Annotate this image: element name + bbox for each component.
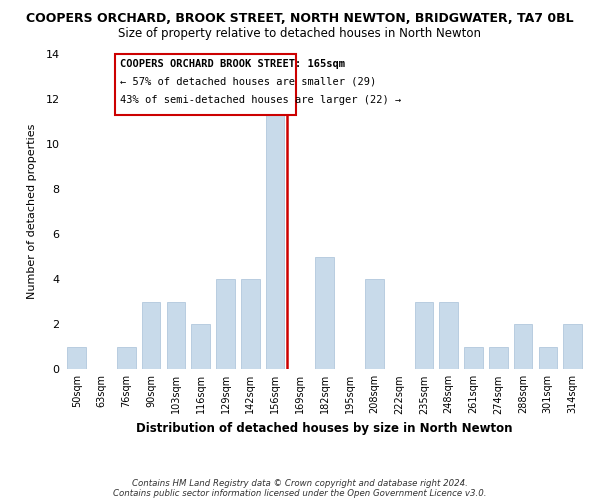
X-axis label: Distribution of detached houses by size in North Newton: Distribution of detached houses by size … xyxy=(136,422,513,435)
Bar xyxy=(167,302,185,370)
Bar xyxy=(266,99,284,369)
Bar xyxy=(563,324,582,370)
Text: 43% of semi-detached houses are larger (22) →: 43% of semi-detached houses are larger (… xyxy=(119,94,401,104)
Y-axis label: Number of detached properties: Number of detached properties xyxy=(27,124,37,300)
Bar xyxy=(316,256,334,370)
Bar xyxy=(216,279,235,370)
Bar xyxy=(142,302,160,370)
Text: ← 57% of detached houses are smaller (29): ← 57% of detached houses are smaller (29… xyxy=(119,76,376,86)
Bar xyxy=(415,302,433,370)
Bar xyxy=(464,347,483,370)
Text: COOPERS ORCHARD BROOK STREET: 165sqm: COOPERS ORCHARD BROOK STREET: 165sqm xyxy=(119,59,344,69)
Bar xyxy=(439,302,458,370)
Bar xyxy=(241,279,260,370)
Bar xyxy=(191,324,210,370)
Bar xyxy=(365,279,383,370)
Text: Size of property relative to detached houses in North Newton: Size of property relative to detached ho… xyxy=(119,28,482,40)
Bar xyxy=(539,347,557,370)
Text: Contains HM Land Registry data © Crown copyright and database right 2024.: Contains HM Land Registry data © Crown c… xyxy=(132,478,468,488)
Bar xyxy=(67,347,86,370)
Text: Contains public sector information licensed under the Open Government Licence v3: Contains public sector information licen… xyxy=(113,488,487,498)
Text: COOPERS ORCHARD, BROOK STREET, NORTH NEWTON, BRIDGWATER, TA7 0BL: COOPERS ORCHARD, BROOK STREET, NORTH NEW… xyxy=(26,12,574,26)
FancyBboxPatch shape xyxy=(115,54,296,115)
Bar xyxy=(117,347,136,370)
Bar xyxy=(489,347,508,370)
Bar xyxy=(514,324,532,370)
